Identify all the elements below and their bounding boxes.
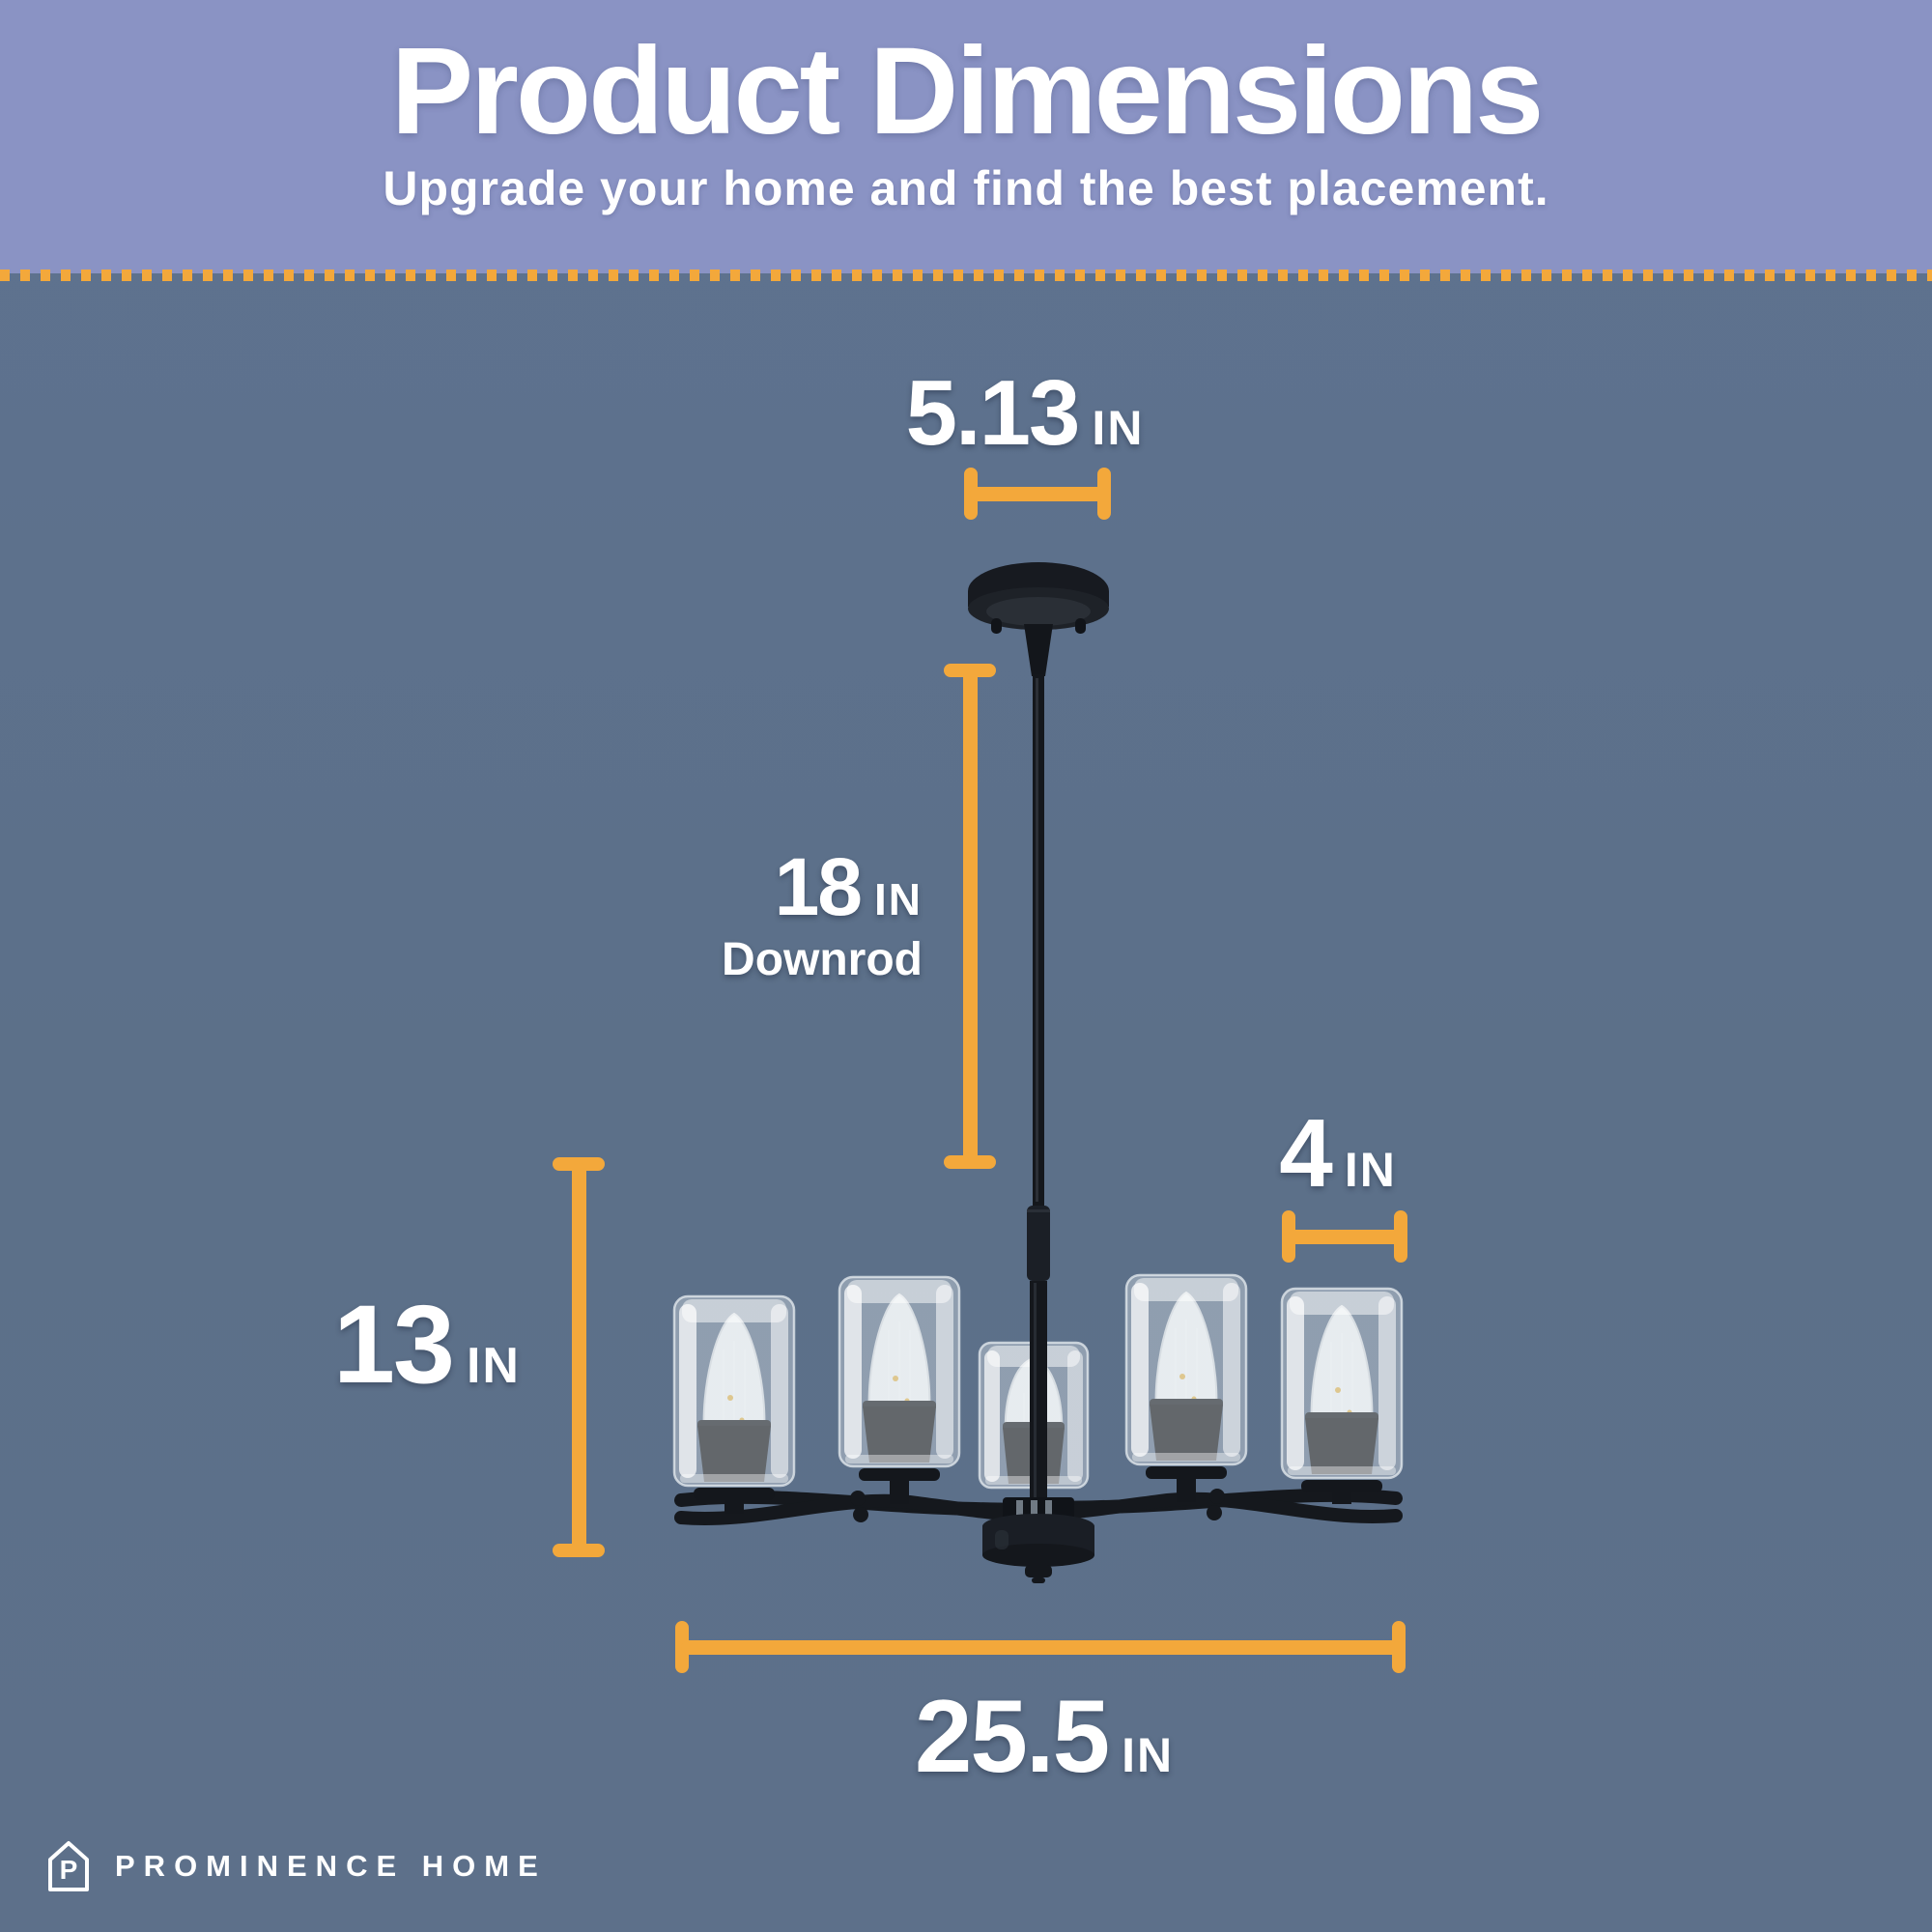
measure-bracket-shade-width — [1282, 1210, 1407, 1263]
shade-width-value: 4 — [1279, 1099, 1333, 1208]
dotted-divider — [0, 270, 1932, 281]
downrod-length-unit: IN — [874, 874, 923, 924]
downrod-length-label: 18 IN Downrod — [580, 846, 923, 983]
svg-text:P: P — [60, 1855, 78, 1885]
fixture-width-unit: IN — [1122, 1728, 1175, 1782]
measure-bracket-fixture-height — [553, 1157, 605, 1557]
chandelier-light — [672, 1294, 796, 1514]
page-title: Product Dimensions — [390, 22, 1545, 160]
chandelier-illustration — [672, 562, 1404, 1583]
fixture-height-value: 13 — [333, 1283, 455, 1406]
header-band: Product Dimensions Upgrade your home and… — [0, 0, 1932, 273]
measure-bracket-downrod-length — [944, 664, 996, 1169]
fixture-height-label: 13 IN — [311, 1290, 543, 1401]
brand-footer: P PROMINENCE HOME — [43, 1838, 547, 1894]
fixture-width-value: 25.5 — [914, 1678, 1110, 1794]
house-logo-icon: P — [48, 1841, 89, 1891]
brand-name: PROMINENCE HOME — [115, 1849, 547, 1883]
chandelier-light — [1280, 1287, 1404, 1504]
canopy-width-value: 5.13 — [905, 361, 1081, 465]
downrod-length-value: 18 — [774, 841, 863, 932]
downrod-caption: Downrod — [722, 934, 923, 985]
shade-width-unit: IN — [1344, 1143, 1397, 1197]
measure-bracket-fixture-width — [675, 1621, 1406, 1673]
canopy-width-unit: IN — [1092, 401, 1145, 455]
page-subtitle: Upgrade your home and find the best plac… — [383, 161, 1549, 216]
chandelier-downrod — [1027, 674, 1050, 1524]
chandelier-hub — [982, 1497, 1094, 1583]
chandelier-light — [838, 1275, 961, 1504]
chandelier-light — [1124, 1273, 1248, 1502]
fixture-height-unit: IN — [466, 1338, 521, 1394]
fixture-width-label: 25.5 IN — [851, 1685, 1237, 1788]
chandelier-canopy — [968, 562, 1109, 676]
measure-bracket-canopy-width — [964, 468, 1111, 520]
canopy-width-label: 5.13 IN — [880, 367, 1170, 460]
shade-width-label: 4 IN — [1241, 1105, 1435, 1202]
